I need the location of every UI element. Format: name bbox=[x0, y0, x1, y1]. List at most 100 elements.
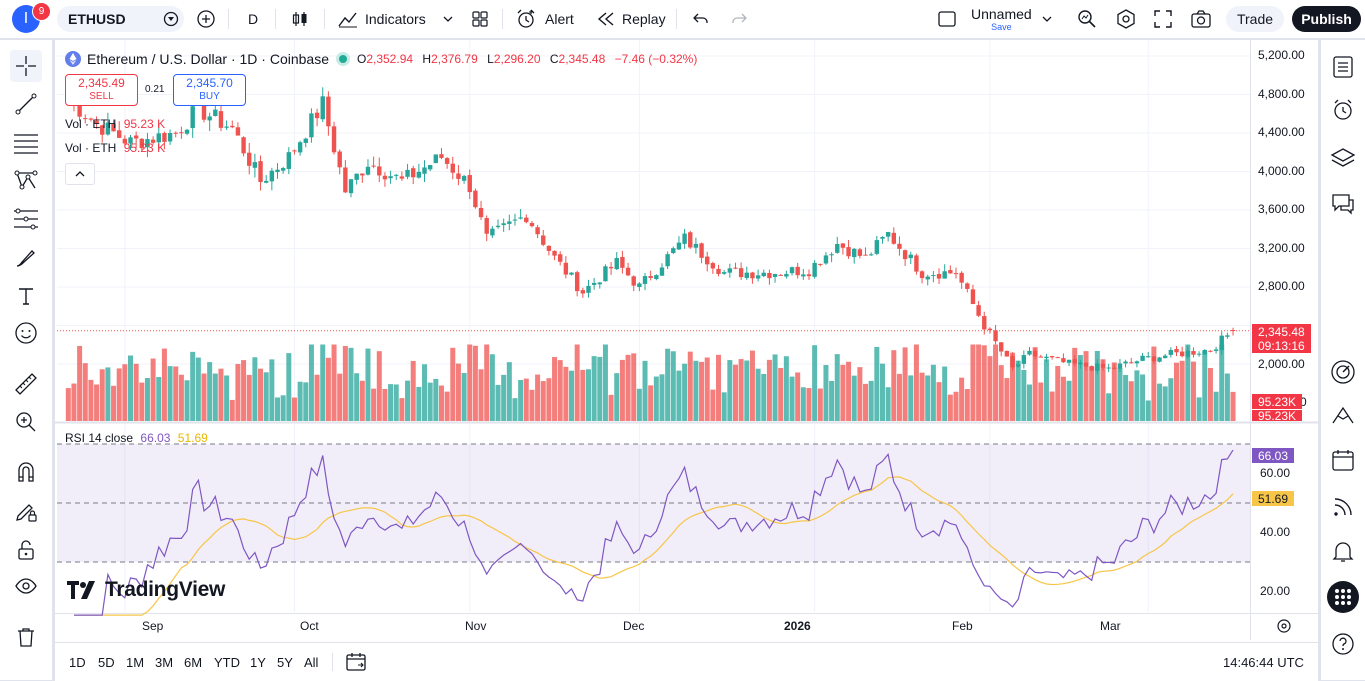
quick-search-button[interactable] bbox=[1076, 0, 1098, 38]
volume-bar bbox=[133, 363, 139, 421]
trend-line-tool[interactable] bbox=[10, 88, 42, 120]
candle-body bbox=[83, 118, 88, 120]
candle-body bbox=[484, 218, 489, 234]
range-all[interactable]: All bbox=[304, 654, 319, 670]
volume-legend-2[interactable]: Vol · ETH 95.23 K bbox=[65, 141, 165, 155]
zoom-in-icon bbox=[16, 412, 36, 432]
axis-settings-icon[interactable] bbox=[1276, 618, 1292, 634]
candle-body bbox=[524, 217, 529, 223]
collapse-legend-button[interactable] bbox=[65, 163, 95, 185]
clock-display[interactable]: 14:46:44 UTC bbox=[1223, 654, 1304, 670]
notifications-button[interactable] bbox=[1327, 535, 1359, 567]
replay-button[interactable]: Replay bbox=[596, 0, 666, 38]
candle-body bbox=[1123, 361, 1128, 364]
ideas-button[interactable] bbox=[1327, 400, 1359, 432]
brush-tool[interactable] bbox=[10, 242, 42, 274]
volume-bar bbox=[721, 392, 727, 421]
candle-body bbox=[1208, 350, 1213, 352]
tradingview-logo[interactable]: TradingView bbox=[67, 578, 225, 602]
range-1y[interactable]: 1Y bbox=[250, 654, 266, 670]
range-1m[interactable]: 1M bbox=[126, 654, 145, 670]
time-axis-label: 2026 bbox=[784, 619, 811, 633]
settings-button[interactable] bbox=[1115, 0, 1137, 38]
undo-button[interactable] bbox=[692, 0, 710, 38]
technicals-button[interactable] bbox=[1327, 356, 1359, 388]
layout-dropdown[interactable] bbox=[1041, 0, 1053, 38]
fib-tool[interactable] bbox=[10, 127, 42, 159]
lock-drawings-tool[interactable] bbox=[10, 534, 42, 566]
help-button[interactable] bbox=[1327, 628, 1359, 660]
layout-name-button[interactable]: Unnamed Save bbox=[971, 0, 1032, 38]
volume-legend[interactable]: Vol · ETH 95.23 K bbox=[65, 117, 165, 131]
volume-bar bbox=[602, 344, 608, 421]
interval-button[interactable]: D bbox=[248, 0, 258, 38]
redo-button[interactable] bbox=[730, 0, 748, 38]
price-axis-label: 4,000.00 bbox=[1258, 164, 1305, 178]
prediction-tool[interactable] bbox=[10, 203, 42, 235]
candle-body bbox=[919, 271, 925, 279]
remove-drawings-tool[interactable] bbox=[10, 621, 42, 653]
magnet-tool[interactable] bbox=[10, 456, 42, 488]
calendar-button[interactable] bbox=[1327, 444, 1359, 476]
indicators-dropdown[interactable] bbox=[442, 0, 454, 38]
magnet-icon bbox=[18, 462, 34, 482]
emoji-tool[interactable] bbox=[10, 317, 42, 349]
date-range-icon[interactable] bbox=[345, 651, 367, 673]
chats-button[interactable] bbox=[1327, 188, 1359, 220]
volume-bar bbox=[116, 368, 122, 421]
candle-body bbox=[1174, 349, 1179, 353]
volume-bar bbox=[981, 345, 987, 421]
text-tool[interactable] bbox=[10, 280, 42, 312]
watchlist-button[interactable] bbox=[1327, 51, 1359, 83]
news-button[interactable] bbox=[1327, 491, 1359, 523]
layouts-button[interactable] bbox=[471, 0, 489, 38]
range-6m[interactable]: 6M bbox=[184, 654, 203, 670]
snapshot-button[interactable] bbox=[1190, 0, 1212, 38]
volume-bar bbox=[716, 354, 722, 421]
fullscreen-button[interactable] bbox=[1154, 0, 1172, 38]
add-symbol-button[interactable] bbox=[196, 0, 216, 38]
stay-in-drawing-mode-tool[interactable] bbox=[10, 496, 42, 528]
volume-bar bbox=[879, 363, 885, 421]
volume-bar bbox=[800, 387, 806, 421]
compare-symbol-icon[interactable] bbox=[163, 11, 179, 27]
candle-body bbox=[416, 171, 422, 178]
range-5d[interactable]: 5D bbox=[98, 654, 115, 670]
symbol-search[interactable]: ETHUSD bbox=[57, 6, 184, 32]
trade-button[interactable]: Trade bbox=[1226, 6, 1284, 32]
zoom-tool[interactable] bbox=[10, 406, 42, 438]
rsi-axis-label: 60.00 bbox=[1260, 466, 1291, 480]
chart-container[interactable] bbox=[55, 40, 1318, 680]
candle-body bbox=[880, 236, 885, 239]
alert-button[interactable]: Alert bbox=[515, 0, 574, 38]
volume-bar bbox=[1117, 367, 1123, 421]
hide-drawings-tool[interactable] bbox=[10, 570, 42, 602]
object-tree-button[interactable] bbox=[1327, 142, 1359, 174]
pattern-tool[interactable] bbox=[10, 164, 42, 196]
volume-bar bbox=[823, 365, 829, 421]
crosshair-tool[interactable] bbox=[10, 50, 42, 82]
volume-bar bbox=[461, 372, 467, 421]
volume-bar bbox=[642, 360, 648, 421]
candle-body bbox=[608, 266, 614, 269]
range-3m[interactable]: 3M bbox=[155, 654, 174, 670]
candle-body bbox=[580, 290, 586, 294]
rsi-legend[interactable]: RSI 14 close 66.03 51.69 bbox=[65, 431, 208, 445]
volume-bar bbox=[569, 370, 575, 421]
sell-button[interactable]: 2,345.49 SELL bbox=[65, 74, 138, 106]
volume-bar bbox=[614, 373, 620, 421]
range-5y[interactable]: 5Y bbox=[277, 654, 293, 670]
publish-button[interactable]: Publish bbox=[1292, 6, 1361, 32]
buy-button[interactable]: 2,345.70 BUY bbox=[173, 74, 246, 106]
alerts-button[interactable] bbox=[1327, 94, 1359, 126]
measure-tool[interactable] bbox=[10, 368, 42, 400]
chart-type-button[interactable] bbox=[290, 0, 310, 38]
indicators-button[interactable]: Indicators bbox=[337, 0, 426, 38]
products-button[interactable] bbox=[1327, 581, 1359, 613]
range-ytd[interactable]: YTD bbox=[214, 654, 240, 670]
volume-bar bbox=[111, 385, 117, 421]
multi-chart-toggle[interactable] bbox=[937, 0, 957, 38]
range-1d[interactable]: 1D bbox=[69, 654, 86, 670]
chat-icon bbox=[1332, 194, 1354, 215]
